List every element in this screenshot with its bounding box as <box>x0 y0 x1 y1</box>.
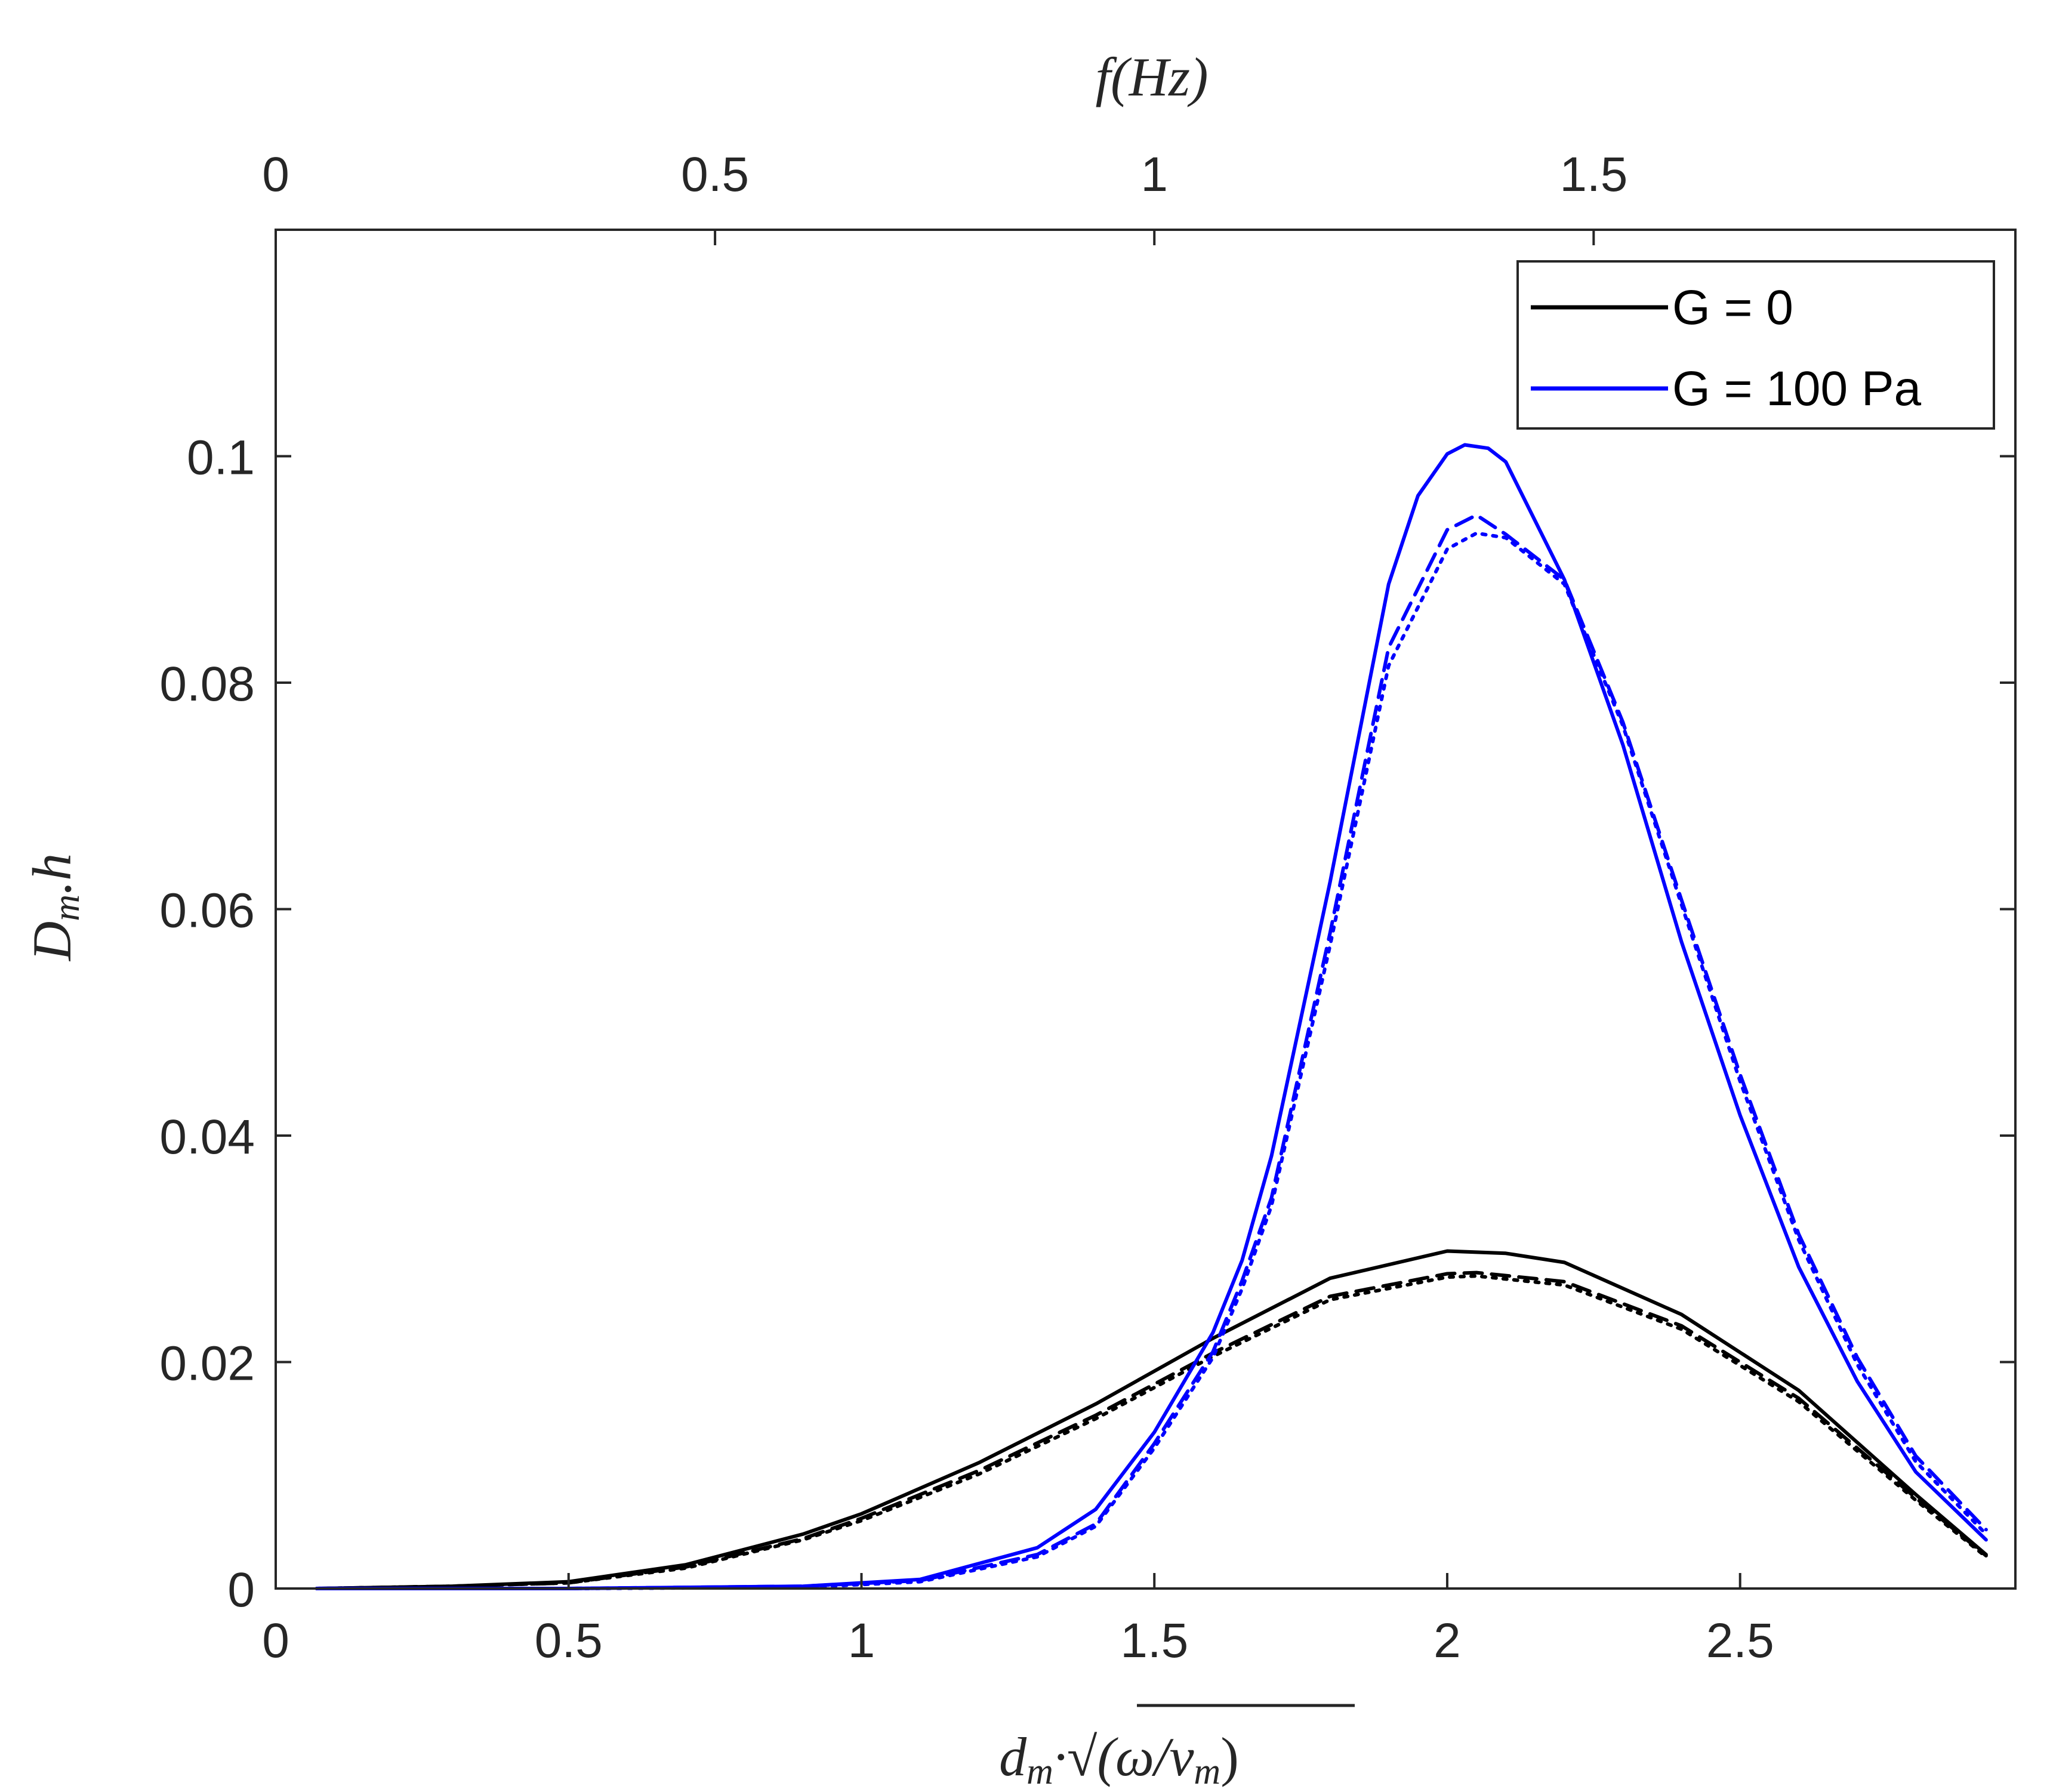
top-tick-label: 0.5 <box>681 147 749 202</box>
y-tick-label: 0.1 <box>187 431 255 485</box>
y-axis-title: Dm.h <box>21 853 87 962</box>
legend-box <box>1516 260 1995 430</box>
series-line-3 <box>315 443 1988 1590</box>
x-tick-label: 0 <box>262 1614 289 1668</box>
x-axis-title: dm·√(ω/νm) <box>999 1726 1239 1792</box>
series-layer <box>315 443 1988 1590</box>
series-line-4 <box>315 513 1988 1590</box>
top-tick-label: 1 <box>1140 147 1168 202</box>
x-tick-label: 0.5 <box>535 1614 603 1668</box>
series-line-2 <box>315 1274 1988 1590</box>
y-tick-label: 0.08 <box>159 657 255 711</box>
legend-label-g0: G = 0 <box>1672 280 1793 335</box>
y-tick-label: 0.06 <box>159 884 255 938</box>
x-tick-label: 2 <box>1434 1614 1461 1668</box>
plot-frame <box>275 229 2017 1590</box>
series-line-0 <box>315 1249 1988 1590</box>
y-tick-label: 0.02 <box>159 1337 255 1391</box>
legend: G = 0 G = 100 Pa <box>1516 260 1995 430</box>
y-tick-label: 0.04 <box>159 1110 255 1164</box>
x-tick-label: 1 <box>848 1614 876 1668</box>
series-line-5 <box>315 531 1988 1590</box>
legend-label-g100: G = 100 Pa <box>1672 362 1922 416</box>
top-tick-label: 0 <box>262 147 289 202</box>
x-tick-label: 2.5 <box>1706 1614 1774 1668</box>
axes-layer: 0 0.5 1 1.5 2 2.5 0 0.5 1 1.5 0 0.02 0.04 0.06 0.08 0.1 <box>159 147 2017 1668</box>
top-axis-title: f(Hz) <box>1095 47 1208 107</box>
x-tick-label: 1.5 <box>1120 1614 1188 1668</box>
y-tick-label: 0 <box>227 1563 255 1617</box>
series-line-1 <box>315 1270 1988 1590</box>
top-tick-label: 1.5 <box>1559 147 1627 202</box>
